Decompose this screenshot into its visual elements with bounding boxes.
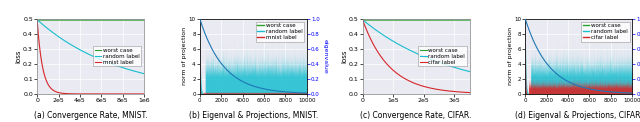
worst case xyxy=(74,19,82,21)
cifar label: (3.5e+05, 0.00907): (3.5e+05, 0.00907) xyxy=(466,92,474,93)
Text: (b) Eigenval & Projections, MNIST.: (b) Eigenval & Projections, MNIST. xyxy=(189,111,318,120)
cifar label: (0, 0.495): (0, 0.495) xyxy=(358,19,366,20)
worst case xyxy=(358,19,366,21)
Line: cifar label: cifar label xyxy=(362,20,470,93)
mnist label: (9.8e+05, 1.51e-09): (9.8e+05, 1.51e-09) xyxy=(138,93,146,95)
worst case xyxy=(52,19,60,21)
mnist label: (4.27e+05, 9.71e-05): (4.27e+05, 9.71e-05) xyxy=(79,93,86,95)
Y-axis label: norm of projection: norm of projection xyxy=(182,27,188,86)
worst case xyxy=(371,19,379,21)
mnist label: (8.73e+05, 1.3e-08): (8.73e+05, 1.3e-08) xyxy=(127,93,134,95)
random label: (1.49e+05, 0.297): (1.49e+05, 0.297) xyxy=(404,49,412,50)
worst case xyxy=(33,19,41,21)
Line: mnist label: mnist label xyxy=(37,20,144,94)
random label: (1.73e+05, 0.395): (1.73e+05, 0.395) xyxy=(52,34,60,35)
random label: (0, 0.495): (0, 0.495) xyxy=(358,19,366,20)
random label: (3.99e+04, 0.432): (3.99e+04, 0.432) xyxy=(371,28,379,30)
worst case xyxy=(463,19,471,21)
cifar label: (3.99e+04, 0.314): (3.99e+04, 0.314) xyxy=(371,46,379,48)
Legend: worst case, random label, mnist label: worst case, random label, mnist label xyxy=(93,46,141,66)
Legend: worst case, random label, mnist label: worst case, random label, mnist label xyxy=(256,22,304,42)
random label: (3.5e+05, 0.149): (3.5e+05, 0.149) xyxy=(466,71,474,72)
worst case xyxy=(466,19,474,21)
cifar label: (6.07e+04, 0.247): (6.07e+04, 0.247) xyxy=(377,56,385,58)
Legend: worst case, random label, cifar label: worst case, random label, cifar label xyxy=(581,22,630,42)
worst case xyxy=(45,19,53,21)
random label: (1.14e+05, 0.427): (1.14e+05, 0.427) xyxy=(45,29,53,31)
random label: (1.34e+05, 0.312): (1.34e+05, 0.312) xyxy=(400,46,408,48)
worst case xyxy=(140,19,148,21)
Y-axis label: eigenvalue: eigenvalue xyxy=(323,39,328,74)
worst case xyxy=(127,19,134,21)
Y-axis label: norm of projection: norm of projection xyxy=(508,27,513,86)
mnist label: (1e+06, 1.02e-09): (1e+06, 1.02e-09) xyxy=(140,93,148,95)
mnist label: (3.83e+05, 0.000231): (3.83e+05, 0.000231) xyxy=(74,93,82,95)
random label: (6.07e+04, 0.402): (6.07e+04, 0.402) xyxy=(377,33,385,34)
Line: random label: random label xyxy=(362,20,470,72)
random label: (3.83e+05, 0.301): (3.83e+05, 0.301) xyxy=(74,48,82,50)
worst case xyxy=(400,19,408,21)
Y-axis label: loss: loss xyxy=(16,50,22,63)
worst case xyxy=(79,19,86,21)
worst case xyxy=(452,19,460,21)
mnist label: (1.73e+05, 0.0154): (1.73e+05, 0.0154) xyxy=(52,91,60,92)
random label: (1e+06, 0.135): (1e+06, 0.135) xyxy=(140,73,148,74)
random label: (3.43e+05, 0.153): (3.43e+05, 0.153) xyxy=(463,70,471,72)
Text: (d) Eigenval & Projections, CIFAR.: (d) Eigenval & Projections, CIFAR. xyxy=(515,111,640,120)
Y-axis label: loss: loss xyxy=(341,50,347,63)
Text: (c) Convergence Rate, CIFAR.: (c) Convergence Rate, CIFAR. xyxy=(360,111,472,120)
random label: (3.05e+05, 0.174): (3.05e+05, 0.174) xyxy=(452,67,460,69)
random label: (9.8e+05, 0.138): (9.8e+05, 0.138) xyxy=(138,72,146,74)
cifar label: (1.49e+05, 0.0898): (1.49e+05, 0.0898) xyxy=(404,80,412,81)
Legend: worst case, random label, cifar label: worst case, random label, cifar label xyxy=(419,46,467,66)
cifar label: (3.43e+05, 0.00981): (3.43e+05, 0.00981) xyxy=(463,92,471,93)
Text: (a) Convergence Rate, MNIST.: (a) Convergence Rate, MNIST. xyxy=(34,111,147,120)
cifar label: (1.34e+05, 0.107): (1.34e+05, 0.107) xyxy=(400,77,408,79)
worst case xyxy=(377,19,385,21)
random label: (8.73e+05, 0.159): (8.73e+05, 0.159) xyxy=(127,69,134,71)
Line: random label: random label xyxy=(37,20,144,74)
random label: (4.27e+05, 0.284): (4.27e+05, 0.284) xyxy=(79,51,86,52)
worst case xyxy=(138,19,146,21)
mnist label: (0, 0.495): (0, 0.495) xyxy=(33,19,41,20)
worst case xyxy=(404,19,412,21)
cifar label: (3.05e+05, 0.0151): (3.05e+05, 0.0151) xyxy=(452,91,460,92)
mnist label: (1.14e+05, 0.0506): (1.14e+05, 0.0506) xyxy=(45,86,53,87)
random label: (0, 0.495): (0, 0.495) xyxy=(33,19,41,20)
